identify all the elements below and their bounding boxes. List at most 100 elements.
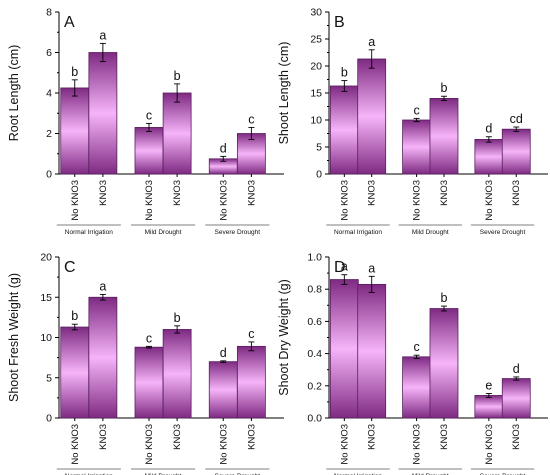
chart-panel-c: 0 5 10 15 20 Shoot Fresh Weight (g) Cb No KNO3 a… xyxy=(7,252,284,475)
x-category-label: No KNO3 xyxy=(70,424,81,465)
bar xyxy=(134,346,164,419)
bar xyxy=(474,395,504,419)
significance-letter: a xyxy=(368,261,375,275)
y-axis-title: Shoot Dry Weight (g) xyxy=(277,279,291,395)
significance-letter: a xyxy=(368,35,375,49)
significance-letter: cd xyxy=(510,112,523,126)
x-category-label: No KNO3 xyxy=(70,180,81,221)
bar xyxy=(501,378,531,419)
group-label: Severe Drought xyxy=(480,473,526,475)
x-category-label: KNO3 xyxy=(172,180,183,206)
bar xyxy=(88,296,118,419)
significance-letter: e xyxy=(485,379,492,393)
group-label: Mild Drought xyxy=(412,473,449,475)
x-category-label: KNO3 xyxy=(511,180,522,206)
x-category-label: KNO3 xyxy=(172,424,183,450)
group-label: Normal Irrigation xyxy=(334,229,382,236)
significance-letter: c xyxy=(248,112,254,126)
x-category-label: KNO3 xyxy=(439,180,450,206)
group-label: Normal Irrigation xyxy=(65,473,113,475)
chart-panel-a: 0 2 4 6 8 Root Length (cm) Ab No KNO3 a KNO3 c No K… xyxy=(7,7,284,236)
bar xyxy=(357,58,387,175)
significance-letter: d xyxy=(220,346,227,360)
significance-letter: b xyxy=(71,309,78,323)
y-tick-label: 5 xyxy=(46,372,52,384)
bar xyxy=(208,361,238,419)
y-axis-title: Shoot Fresh Weight (g) xyxy=(7,273,21,402)
group-label: Mild Drought xyxy=(145,229,182,236)
y-tick-label: 0.8 xyxy=(307,284,322,296)
x-category-label: KNO3 xyxy=(246,180,257,206)
y-tick-label: 0 xyxy=(46,169,52,181)
x-category-label: KNO3 xyxy=(246,424,257,450)
significance-letter: b xyxy=(174,69,181,83)
y-tick-label: 15 xyxy=(40,292,52,304)
x-category-label: KNO3 xyxy=(367,424,378,450)
x-category-label: No KNO3 xyxy=(218,424,229,465)
bar xyxy=(402,356,432,419)
significance-letter: a xyxy=(99,28,106,42)
bar xyxy=(88,52,118,175)
group-label: Severe Drought xyxy=(215,473,261,475)
x-category-label: No KNO3 xyxy=(412,424,423,465)
group-label: Severe Drought xyxy=(215,229,261,236)
bar xyxy=(236,345,266,419)
bar xyxy=(402,119,432,175)
significance-letter: a xyxy=(341,260,348,274)
bar xyxy=(501,128,531,175)
panel-letter: C xyxy=(64,259,76,276)
group-label: Normal Irrigation xyxy=(334,473,382,475)
bar xyxy=(357,283,387,419)
x-category-label: KNO3 xyxy=(98,180,109,206)
significance-letter: c xyxy=(146,331,152,345)
bar xyxy=(329,85,359,175)
panel-letter: D xyxy=(334,259,346,276)
bar xyxy=(134,127,164,175)
bar xyxy=(60,326,90,419)
x-category-label: KNO3 xyxy=(439,424,450,450)
y-tick-label: 15 xyxy=(310,88,322,100)
y-axis-title: Shoot Length (cm) xyxy=(277,42,291,145)
y-tick-label: 0 xyxy=(316,169,322,181)
y-tick-label: 0.2 xyxy=(307,380,322,392)
bar xyxy=(60,87,90,175)
y-tick-label: 0.6 xyxy=(307,316,322,328)
x-category-label: No KNO3 xyxy=(484,424,495,465)
y-tick-label: 20 xyxy=(40,252,52,264)
y-tick-label: 2 xyxy=(46,128,52,140)
y-tick-label: 1.0 xyxy=(307,252,322,264)
x-category-label: No KNO3 xyxy=(144,180,155,221)
group-label: Mild Drought xyxy=(145,473,182,475)
y-tick-label: 0.4 xyxy=(307,348,322,360)
significance-letter: b xyxy=(440,291,447,305)
significance-letter: a xyxy=(99,279,106,293)
group-label: Severe Drought xyxy=(480,229,526,236)
y-tick-label: 25 xyxy=(310,34,322,46)
y-tick-label: 10 xyxy=(40,332,52,344)
bar xyxy=(429,98,459,175)
significance-letter: d xyxy=(485,122,492,136)
bar xyxy=(329,279,359,419)
significance-letter: b xyxy=(341,66,348,80)
y-tick-label: 30 xyxy=(310,7,322,19)
y-tick-label: 10 xyxy=(310,115,322,127)
significance-letter: c xyxy=(248,327,254,341)
panel-letter: B xyxy=(334,14,345,31)
significance-letter: d xyxy=(220,141,227,155)
group-label: Normal Irrigation xyxy=(65,229,113,236)
y-tick-label: 5 xyxy=(316,142,322,154)
bar xyxy=(162,329,192,419)
significance-letter: b xyxy=(71,65,78,79)
y-tick-label: 20 xyxy=(310,61,322,73)
significance-letter: b xyxy=(174,311,181,325)
y-tick-label: 4 xyxy=(46,88,52,100)
panel-letter: A xyxy=(64,14,75,31)
y-tick-label: 6 xyxy=(46,47,52,59)
significance-letter: c xyxy=(413,340,419,354)
x-category-label: No KNO3 xyxy=(412,180,423,221)
x-category-label: No KNO3 xyxy=(339,180,350,221)
x-category-label: KNO3 xyxy=(511,424,522,450)
bar xyxy=(474,139,504,175)
group-label: Mild Drought xyxy=(412,229,449,236)
x-category-label: KNO3 xyxy=(367,180,378,206)
